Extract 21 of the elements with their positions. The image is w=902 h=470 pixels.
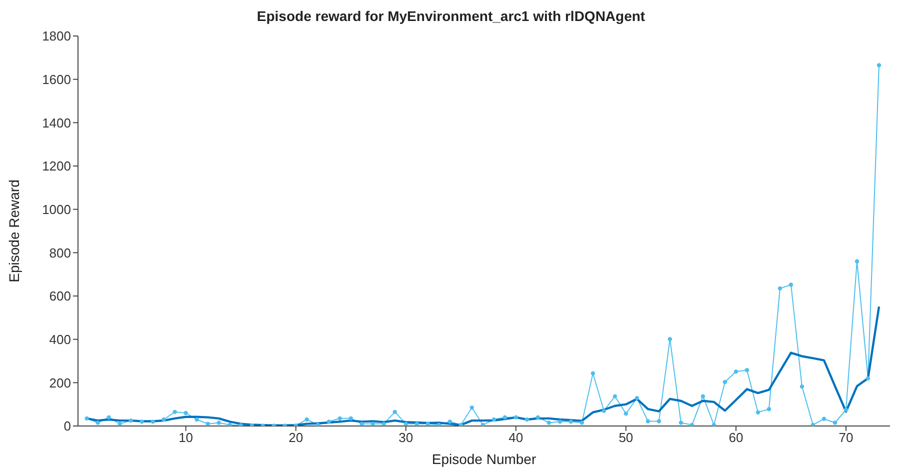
x-tick-label: 60 <box>728 430 744 446</box>
y-tick-label: 1600 <box>42 72 71 87</box>
y-tick-label: 0 <box>64 418 71 434</box>
x-axis-title: Episode Number <box>432 451 536 467</box>
x-tick-label: 20 <box>288 430 304 446</box>
y-tick-label: 200 <box>49 375 71 390</box>
x-tick-label: 40 <box>508 430 524 446</box>
line-series <box>86 306 880 426</box>
y-tick-label: 800 <box>49 245 71 260</box>
x-tick-label: 10 <box>178 430 194 446</box>
y-axis-title: Episode Reward <box>6 180 22 282</box>
y-tick-label: 1800 <box>42 28 71 44</box>
x-tick-label: 70 <box>838 430 854 446</box>
x-tick-label: 50 <box>618 430 634 446</box>
y-tick-label: 1400 <box>42 115 71 130</box>
x-tick-label: 30 <box>398 430 414 446</box>
y-tick-label: 400 <box>49 332 71 347</box>
y-tick-label: 1200 <box>42 158 71 174</box>
chart-title: Episode reward for MyEnvironment_arc1 with rlDQNAgent <box>256 8 646 26</box>
y-tick-label: 1000 <box>42 202 71 217</box>
y-tick-label: 600 <box>49 288 71 304</box>
